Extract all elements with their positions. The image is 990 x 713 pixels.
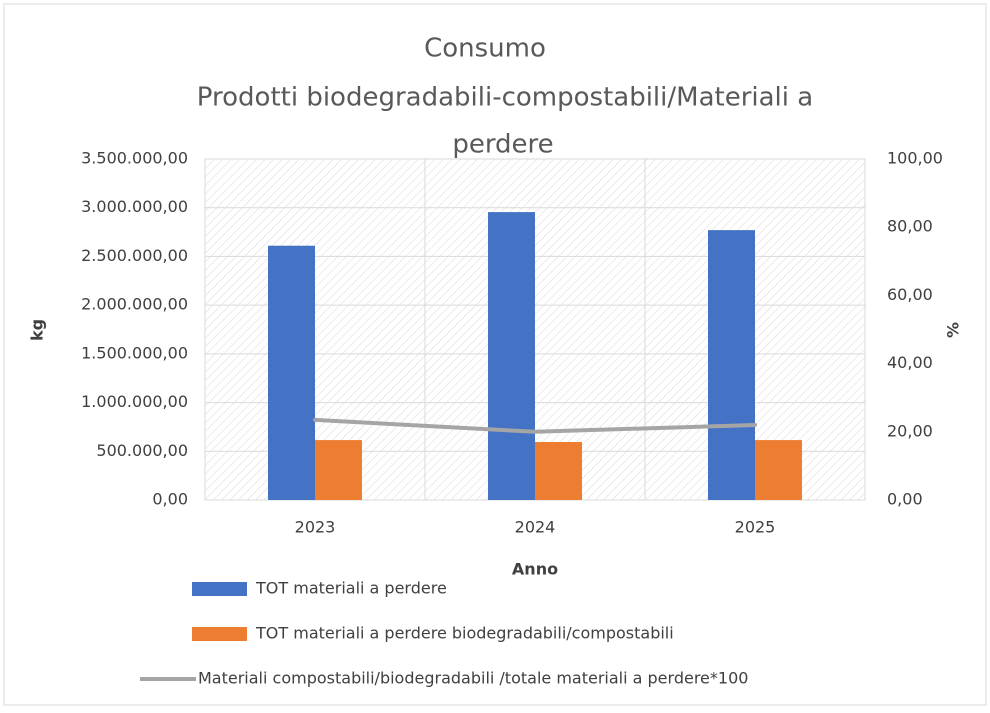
legend-label: TOT materiali a perdere: [255, 579, 447, 598]
x-axis-label: Anno: [512, 560, 558, 579]
x-tick-label: 2025: [735, 518, 776, 537]
legend-swatch: [192, 627, 247, 641]
legend-swatch: [192, 582, 247, 596]
chart-title: Prodotti biodegradabili-compostabili/Mat…: [197, 83, 813, 113]
bar: [755, 440, 802, 500]
y2-tick-label: 40,00: [887, 353, 933, 372]
bar: [315, 440, 362, 500]
chart-title: Consumo: [424, 34, 546, 64]
y2-tick-label: 20,00: [887, 421, 933, 440]
legend-label: Materiali compostabili/biodegradabili /t…: [198, 669, 748, 688]
y-tick-label: 2.000.000,00: [81, 295, 188, 314]
y-tick-label: 1.000.000,00: [81, 392, 188, 411]
y-tick-label: 3.500.000,00: [81, 149, 188, 168]
y-tick-label: 1.500.000,00: [81, 343, 188, 362]
x-tick-label: 2024: [515, 518, 556, 537]
y-tick-label: 500.000,00: [96, 441, 188, 460]
bar: [708, 230, 755, 500]
chart-title: perdere: [452, 130, 553, 160]
y2-tick-label: 100,00: [887, 149, 943, 168]
y2-tick-label: 0,00: [887, 490, 923, 509]
line-series: [313, 417, 757, 434]
y2-axis-label: %: [944, 322, 963, 338]
y-tick-label: 0,00: [152, 490, 188, 509]
x-tick-label: 2023: [295, 518, 336, 537]
y2-tick-label: 60,00: [887, 285, 933, 304]
bar: [535, 442, 582, 500]
y-tick-label: 3.000.000,00: [81, 197, 188, 216]
bar: [268, 245, 315, 500]
legend-label: TOT materiali a perdere biodegradabili/c…: [255, 624, 674, 643]
bar: [488, 212, 535, 500]
y-axis-label: kg: [28, 319, 47, 341]
y2-tick-label: 80,00: [887, 217, 933, 236]
y-tick-label: 2.500.000,00: [81, 246, 188, 265]
